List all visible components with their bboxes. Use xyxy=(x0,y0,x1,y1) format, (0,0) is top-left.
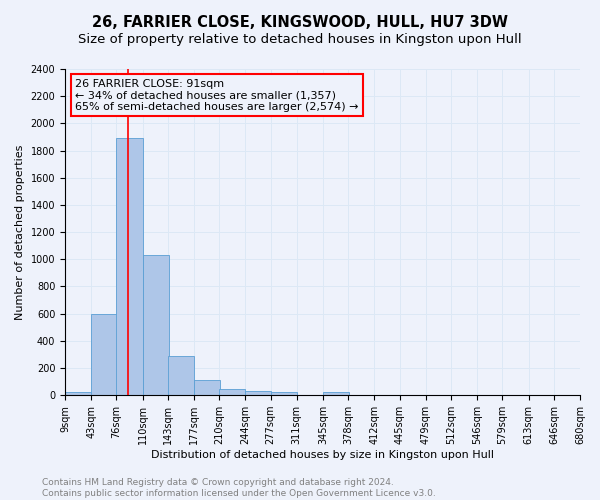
X-axis label: Distribution of detached houses by size in Kingston upon Hull: Distribution of detached houses by size … xyxy=(151,450,494,460)
Bar xyxy=(65,392,91,395)
Y-axis label: Number of detached properties: Number of detached properties xyxy=(15,144,25,320)
Bar xyxy=(116,138,143,395)
Text: Contains HM Land Registry data © Crown copyright and database right 2024.
Contai: Contains HM Land Registry data © Crown c… xyxy=(42,478,436,498)
Bar xyxy=(271,392,297,395)
Bar xyxy=(91,314,117,395)
Text: 26, FARRIER CLOSE, KINGSWOOD, HULL, HU7 3DW: 26, FARRIER CLOSE, KINGSWOOD, HULL, HU7 … xyxy=(92,15,508,30)
Bar xyxy=(323,392,349,395)
Bar xyxy=(194,380,220,395)
Text: Size of property relative to detached houses in Kingston upon Hull: Size of property relative to detached ho… xyxy=(78,32,522,46)
Text: 26 FARRIER CLOSE: 91sqm
← 34% of detached houses are smaller (1,357)
65% of semi: 26 FARRIER CLOSE: 91sqm ← 34% of detache… xyxy=(76,79,359,112)
Bar xyxy=(168,356,194,395)
Bar xyxy=(245,390,271,395)
Bar xyxy=(219,389,245,395)
Bar xyxy=(143,255,169,395)
